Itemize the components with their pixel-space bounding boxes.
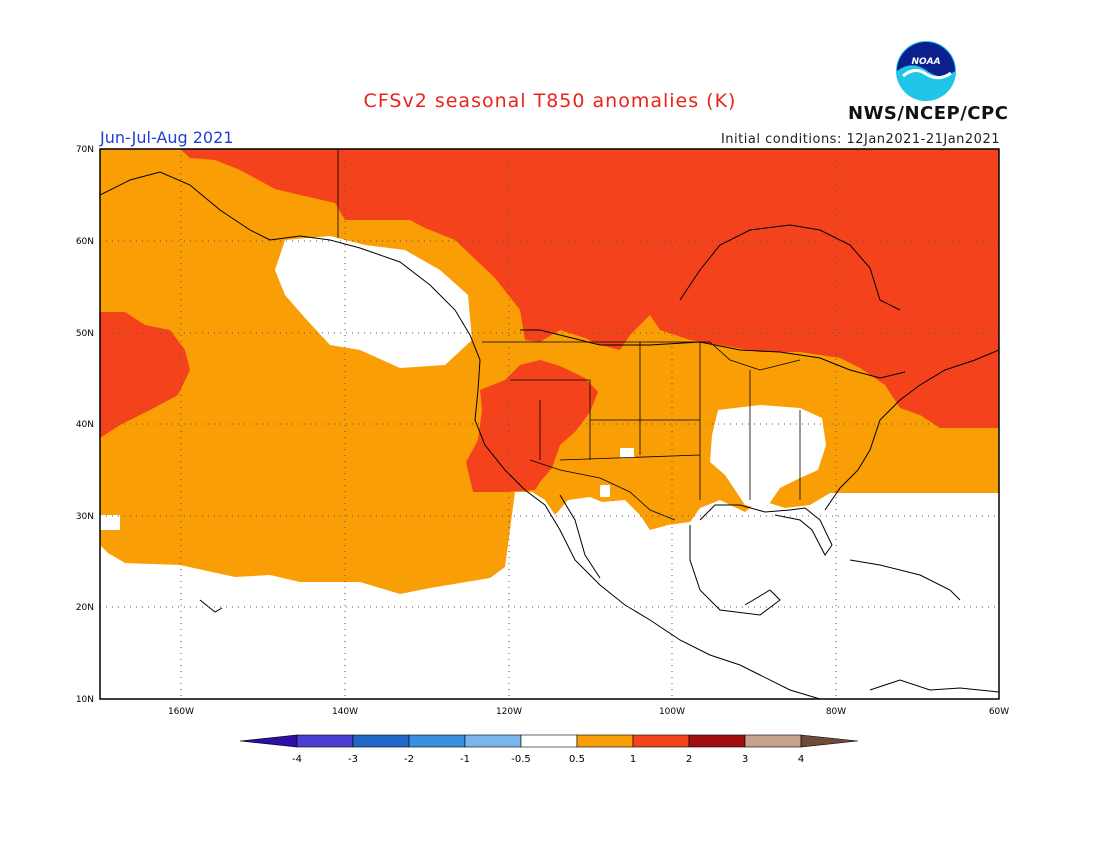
- colorbar-tick: -0.5: [511, 754, 531, 765]
- noaa-logo-icon: NOAA: [896, 41, 956, 101]
- colorbar-segment-7: [632, 734, 690, 748]
- colorbar-segment-9: [744, 734, 802, 748]
- lon-label-80w: 80W: [826, 707, 846, 717]
- lat-label-20n: 20N: [76, 603, 94, 613]
- colorbar-segment-6: [576, 734, 634, 748]
- svg-text:NOAA: NOAA: [911, 57, 940, 67]
- coastlines: [100, 171, 999, 699]
- lon-label-100w: 100W: [659, 707, 685, 717]
- lat-label-10n: 10N: [76, 695, 94, 705]
- colorbar-segment-5: [520, 734, 578, 748]
- colorbar-tick: -4: [292, 754, 302, 765]
- lon-label-160w: 160W: [168, 707, 194, 717]
- colorbar-tick: -1: [460, 754, 470, 765]
- map-title: CFSv2 seasonal T850 anomalies (K): [363, 90, 737, 112]
- initial-conditions: Initial conditions: 12Jan2021-21Jan2021: [720, 132, 1000, 147]
- colorbar-segment-1: [296, 734, 354, 748]
- colorbar-tick: 2: [686, 754, 692, 765]
- lat-label-50n: 50N: [76, 329, 94, 339]
- lat-label-70n: 70N: [76, 145, 94, 155]
- anomaly-region-white-southeast: [710, 405, 826, 510]
- lon-label-140w: 140W: [332, 707, 358, 717]
- colorbar: [239, 734, 859, 748]
- map-frame: [99, 148, 1000, 700]
- lat-label-40n: 40N: [76, 420, 94, 430]
- anomaly-region-red-west: [466, 360, 598, 492]
- colorbar-segment-3: [408, 734, 466, 748]
- colorbar-segment-8: [688, 734, 746, 748]
- lon-label-60w: 60W: [989, 707, 1009, 717]
- longitude-labels: 160W 140W 120W 100W 80W 60W: [168, 707, 1009, 717]
- colorbar-tick: 0.5: [569, 754, 585, 765]
- forecast-period: Jun-Jul-Aug 2021: [100, 128, 234, 147]
- colorbar-tick: -2: [404, 754, 414, 765]
- colorbar-tick: 4: [798, 754, 804, 765]
- anomaly-region-red-north: [180, 149, 999, 428]
- political-borders: [337, 149, 801, 521]
- colorbar-segment-10: [800, 734, 859, 748]
- colorbar-segment-4: [464, 734, 522, 748]
- latitude-labels: 70N 60N 50N 40N 30N 20N 10N: [76, 145, 94, 705]
- colorbar-tick: 3: [742, 754, 748, 765]
- lat-label-60n: 60N: [76, 237, 94, 247]
- colorbar-segment-2: [352, 734, 410, 748]
- anomaly-region-red-pacific: [100, 312, 190, 438]
- agency-label: NWS/NCEP/CPC: [848, 103, 1009, 124]
- colorbar-ticks: -4 -3 -2 -1 -0.5 0.5 1 2 3 4: [292, 754, 804, 765]
- colorbar-tick: -3: [348, 754, 358, 765]
- lat-label-30n: 30N: [76, 512, 94, 522]
- anomaly-region-white-gulf-alaska: [275, 236, 472, 368]
- colorbar-tick: 1: [630, 754, 636, 765]
- lon-label-120w: 120W: [496, 707, 522, 717]
- colorbar-segment-0: [239, 734, 298, 748]
